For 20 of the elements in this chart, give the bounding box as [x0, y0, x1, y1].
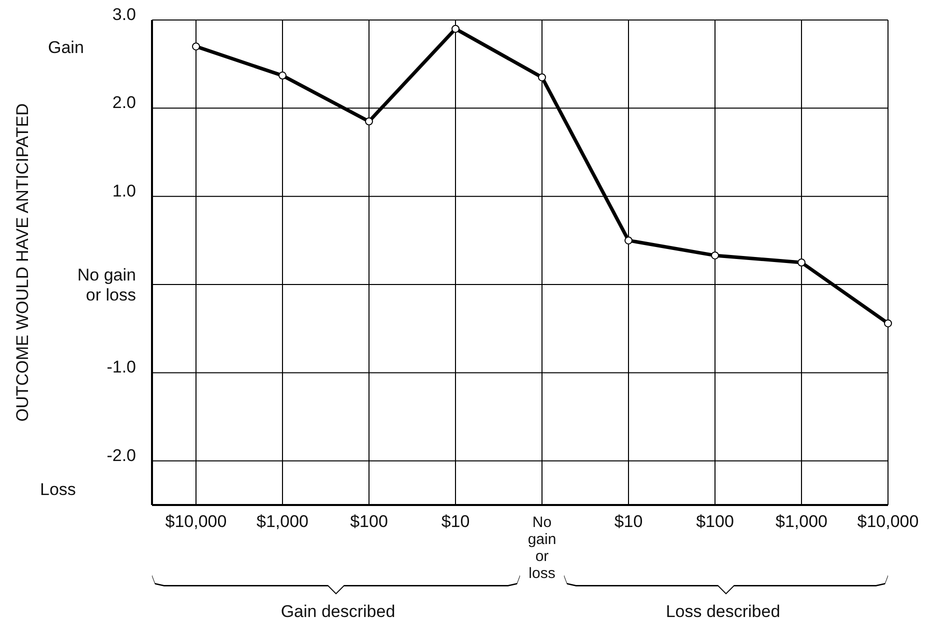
x-tick-label: $100	[696, 512, 734, 531]
x-tick-label: $100	[350, 512, 388, 531]
text: Gain	[48, 38, 84, 57]
y-tick-label: -2.0	[106, 446, 136, 465]
x-tick-label: $1,000	[776, 512, 828, 531]
x-tick-label: No gain or loss	[528, 514, 556, 582]
y-tick-label: No gain or loss	[77, 266, 136, 305]
x-tick-label: $1,000	[256, 512, 308, 531]
y-tick-label: -1.0	[106, 358, 136, 377]
x-tick-label: $10,000	[165, 512, 227, 531]
text: Gain described	[280, 602, 396, 621]
y-axis-title: OUTCOME WOULD HAVE ANTICIPATED	[13, 103, 32, 422]
text: Loss described	[666, 602, 780, 621]
y-tick-label: 1.0	[112, 181, 136, 200]
y-tick-label: 3.0	[112, 5, 136, 24]
x-tick-label: $10	[441, 512, 470, 531]
y-tick-label: 2.0	[112, 93, 136, 112]
x-tick-label: $10,000	[857, 512, 919, 531]
text: Loss	[40, 480, 76, 499]
x-tick-label: $10	[614, 512, 643, 531]
